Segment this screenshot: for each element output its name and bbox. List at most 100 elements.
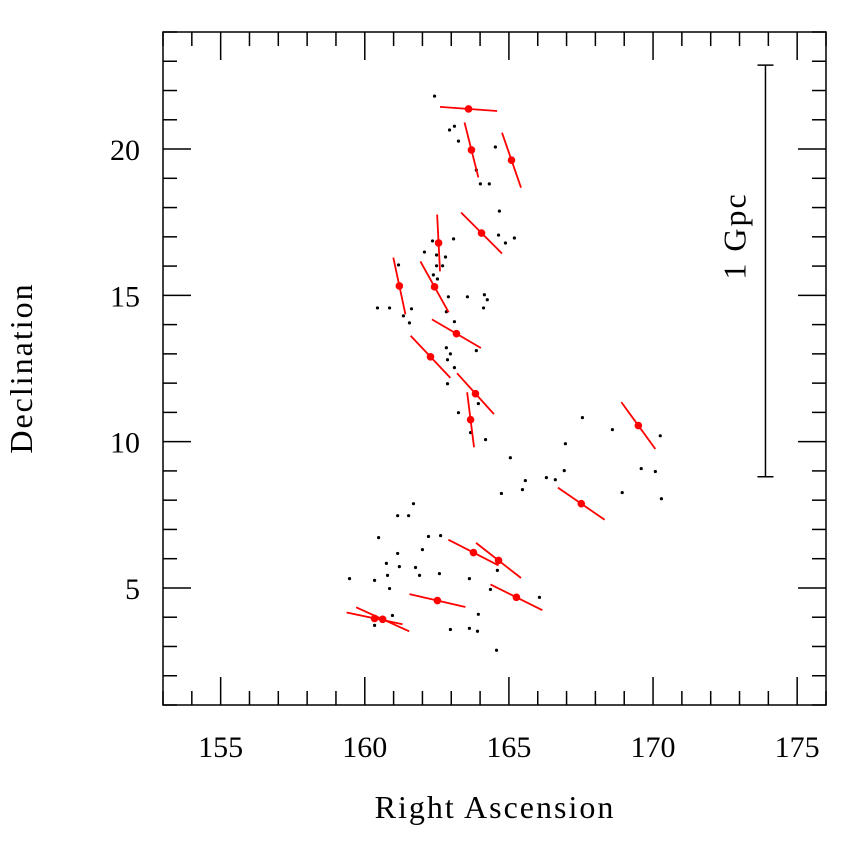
data-point [523, 478, 527, 483]
highlighted-dot [494, 556, 503, 565]
highlighted-point [439, 105, 498, 113]
data-point [659, 497, 664, 501]
highlighted-dot [464, 105, 473, 113]
highlighted-point [557, 486, 606, 521]
data-point [512, 236, 516, 240]
data-point [475, 629, 480, 633]
data-point [495, 568, 499, 573]
data-point [563, 442, 568, 446]
data-point [544, 476, 548, 480]
data-point [347, 576, 352, 581]
data-point [397, 564, 401, 569]
data-point [467, 576, 472, 581]
highlighted-dot [426, 352, 435, 361]
data-point [580, 416, 585, 420]
data-point [451, 237, 456, 241]
data-point [445, 358, 450, 362]
data-point [485, 298, 489, 302]
data-point [426, 534, 431, 539]
highlighted-dot [433, 596, 442, 605]
data-point [431, 273, 435, 277]
highlighted-point [475, 542, 522, 579]
data-point [487, 182, 491, 186]
scale-bar-label: 1 Gpc [716, 192, 752, 279]
data-point [448, 627, 452, 632]
data-point [658, 434, 662, 438]
data-point [409, 307, 414, 311]
highlighted-point [447, 538, 499, 567]
highlighted-point [466, 392, 475, 448]
data-point [434, 253, 439, 257]
highlighted-dot [466, 415, 475, 424]
highlighted-dot [477, 229, 486, 237]
data-point [639, 466, 643, 471]
data-point [452, 366, 457, 370]
data-point [465, 295, 470, 299]
data-point [452, 320, 457, 324]
data-point [407, 321, 412, 325]
data-point [448, 352, 452, 356]
highlighted-dot [378, 615, 387, 624]
data-point [445, 382, 450, 386]
data-point [396, 514, 400, 518]
data-point [446, 295, 450, 299]
data-point [610, 428, 614, 432]
y-axis-label: Declination [3, 282, 39, 453]
data-point [474, 349, 478, 353]
highlighted-dot [507, 156, 516, 164]
highlighted-point [490, 583, 543, 612]
data-point [438, 533, 443, 538]
y-tick-label: 5 [125, 573, 140, 606]
highlighted-point [392, 257, 407, 315]
highlighted-dot [634, 421, 643, 430]
data-point [483, 438, 488, 442]
data-point [417, 573, 422, 577]
data-point [443, 255, 448, 259]
highlighted-point [419, 260, 450, 313]
data-point [452, 124, 457, 128]
y-tick-labels: 5 10 15 20 [110, 134, 140, 606]
data-point [387, 306, 392, 310]
data-point [390, 613, 395, 618]
data-point [401, 314, 406, 318]
y-tick-label: 20 [110, 134, 140, 167]
highlighted-point [501, 132, 522, 188]
highlighted-point [346, 611, 403, 626]
data-point [411, 502, 416, 506]
data-point [372, 623, 377, 628]
data-point [467, 626, 472, 630]
highlighted-point [434, 214, 443, 272]
data-point [422, 250, 427, 254]
data-point [377, 536, 381, 540]
plot-frame [162, 31, 827, 706]
data-point [441, 264, 445, 268]
black-points [347, 94, 664, 652]
data-point [437, 572, 442, 576]
data-point [620, 490, 624, 495]
highlighted-dot [430, 283, 439, 291]
x-tick-label: 175 [775, 731, 820, 764]
data-point [385, 573, 390, 577]
highlighted-point [456, 372, 495, 415]
data-point [456, 411, 461, 415]
data-point [496, 233, 501, 237]
axis-ticks [162, 31, 827, 706]
data-point [476, 612, 480, 616]
highlighted-point [431, 318, 482, 349]
data-point [413, 565, 418, 570]
data-point [396, 263, 401, 267]
x-axis-label: Right Ascension [375, 789, 616, 825]
red-points [346, 105, 657, 633]
data-point [387, 586, 392, 591]
highlighted-dot [395, 282, 404, 290]
data-point [493, 145, 497, 149]
data-point [375, 306, 380, 310]
highlighted-point [463, 122, 480, 178]
highlighted-dot [434, 239, 443, 247]
data-point [503, 241, 508, 245]
data-point [444, 346, 448, 350]
highlighted-dot [512, 593, 521, 602]
data-point [432, 94, 437, 98]
